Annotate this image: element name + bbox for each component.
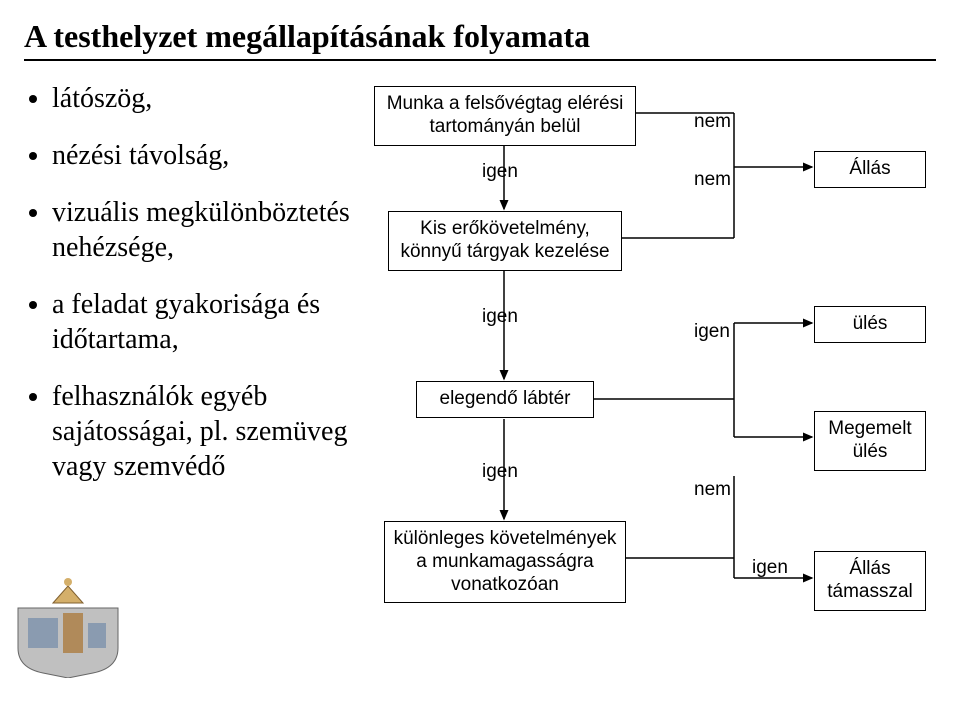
flow-box-4: különleges követelmények a munkamagasság… (384, 521, 626, 603)
flow-box-1: Munka a felsővégtag elérési tartományán … (374, 86, 636, 146)
bullet-list: látószög, nézési távolság, vizuális megk… (24, 81, 354, 506)
label-igen: igen (482, 461, 518, 483)
list-item: nézési távolság, (52, 138, 354, 173)
list-item: látószög, (52, 81, 354, 116)
list-item: felhasználók egyéb sajátosságai, pl. sze… (52, 379, 354, 484)
flow-box-2: Kis erőkövetelmény, könnyű tárgyak kezel… (388, 211, 622, 271)
label-igen: igen (752, 557, 788, 579)
flow-out-megemelt: Megemelt ülés (814, 411, 926, 471)
label-nem: nem (694, 111, 731, 133)
crest-icon (8, 568, 128, 678)
label-nem: nem (694, 169, 731, 191)
flow-out-allas: Állás (814, 151, 926, 188)
content-row: látószög, nézési távolság, vizuális megk… (0, 71, 960, 506)
flow-out-tamasz: Állás támasszal (814, 551, 926, 611)
list-item: vizuális megkülönböztetés nehézsége, (52, 195, 354, 265)
page-title: A testhelyzet megállapításának folyamata (0, 0, 960, 59)
label-igen: igen (482, 161, 518, 183)
flowchart: Munka a felsővégtag elérési tartományán … (354, 81, 936, 506)
flow-box-3: elegendő lábtér (416, 381, 594, 418)
label-igen: igen (482, 306, 518, 328)
label-nem: nem (694, 479, 731, 501)
flow-out-ules: ülés (814, 306, 926, 343)
label-igen: igen (694, 321, 730, 343)
title-underline (24, 59, 936, 61)
list-item: a feladat gyakorisága és időtartama, (52, 287, 354, 357)
